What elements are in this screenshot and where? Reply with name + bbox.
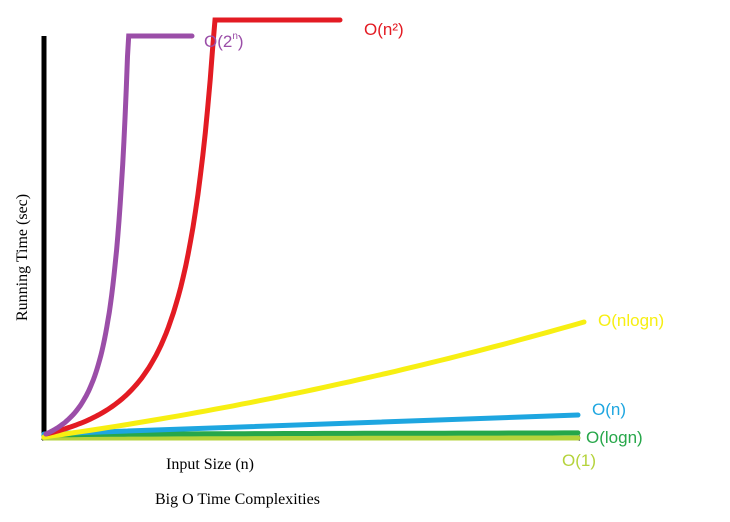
label-o-nlogn: O(nlogn) [598,311,664,330]
curve-o-n [41,412,581,437]
label-o-n-squared: O(n²) [364,20,404,39]
diagram-title: Big O Time Complexities [155,491,320,508]
curve-o-logn [41,430,581,438]
label-o-1: O(1) [562,451,596,470]
y-axis-label: Running Time (sec) [14,194,31,321]
curve-o-n-squared [43,17,343,437]
label-o-2-to-n: O(2n) [204,31,244,51]
x-axis-label: Input Size (n) [166,456,254,473]
curve-o-2-to-n [43,33,195,437]
label-o-n: O(n) [592,400,626,419]
curve-o-nlogn [41,319,587,440]
label-o-logn: O(logn) [586,428,643,447]
